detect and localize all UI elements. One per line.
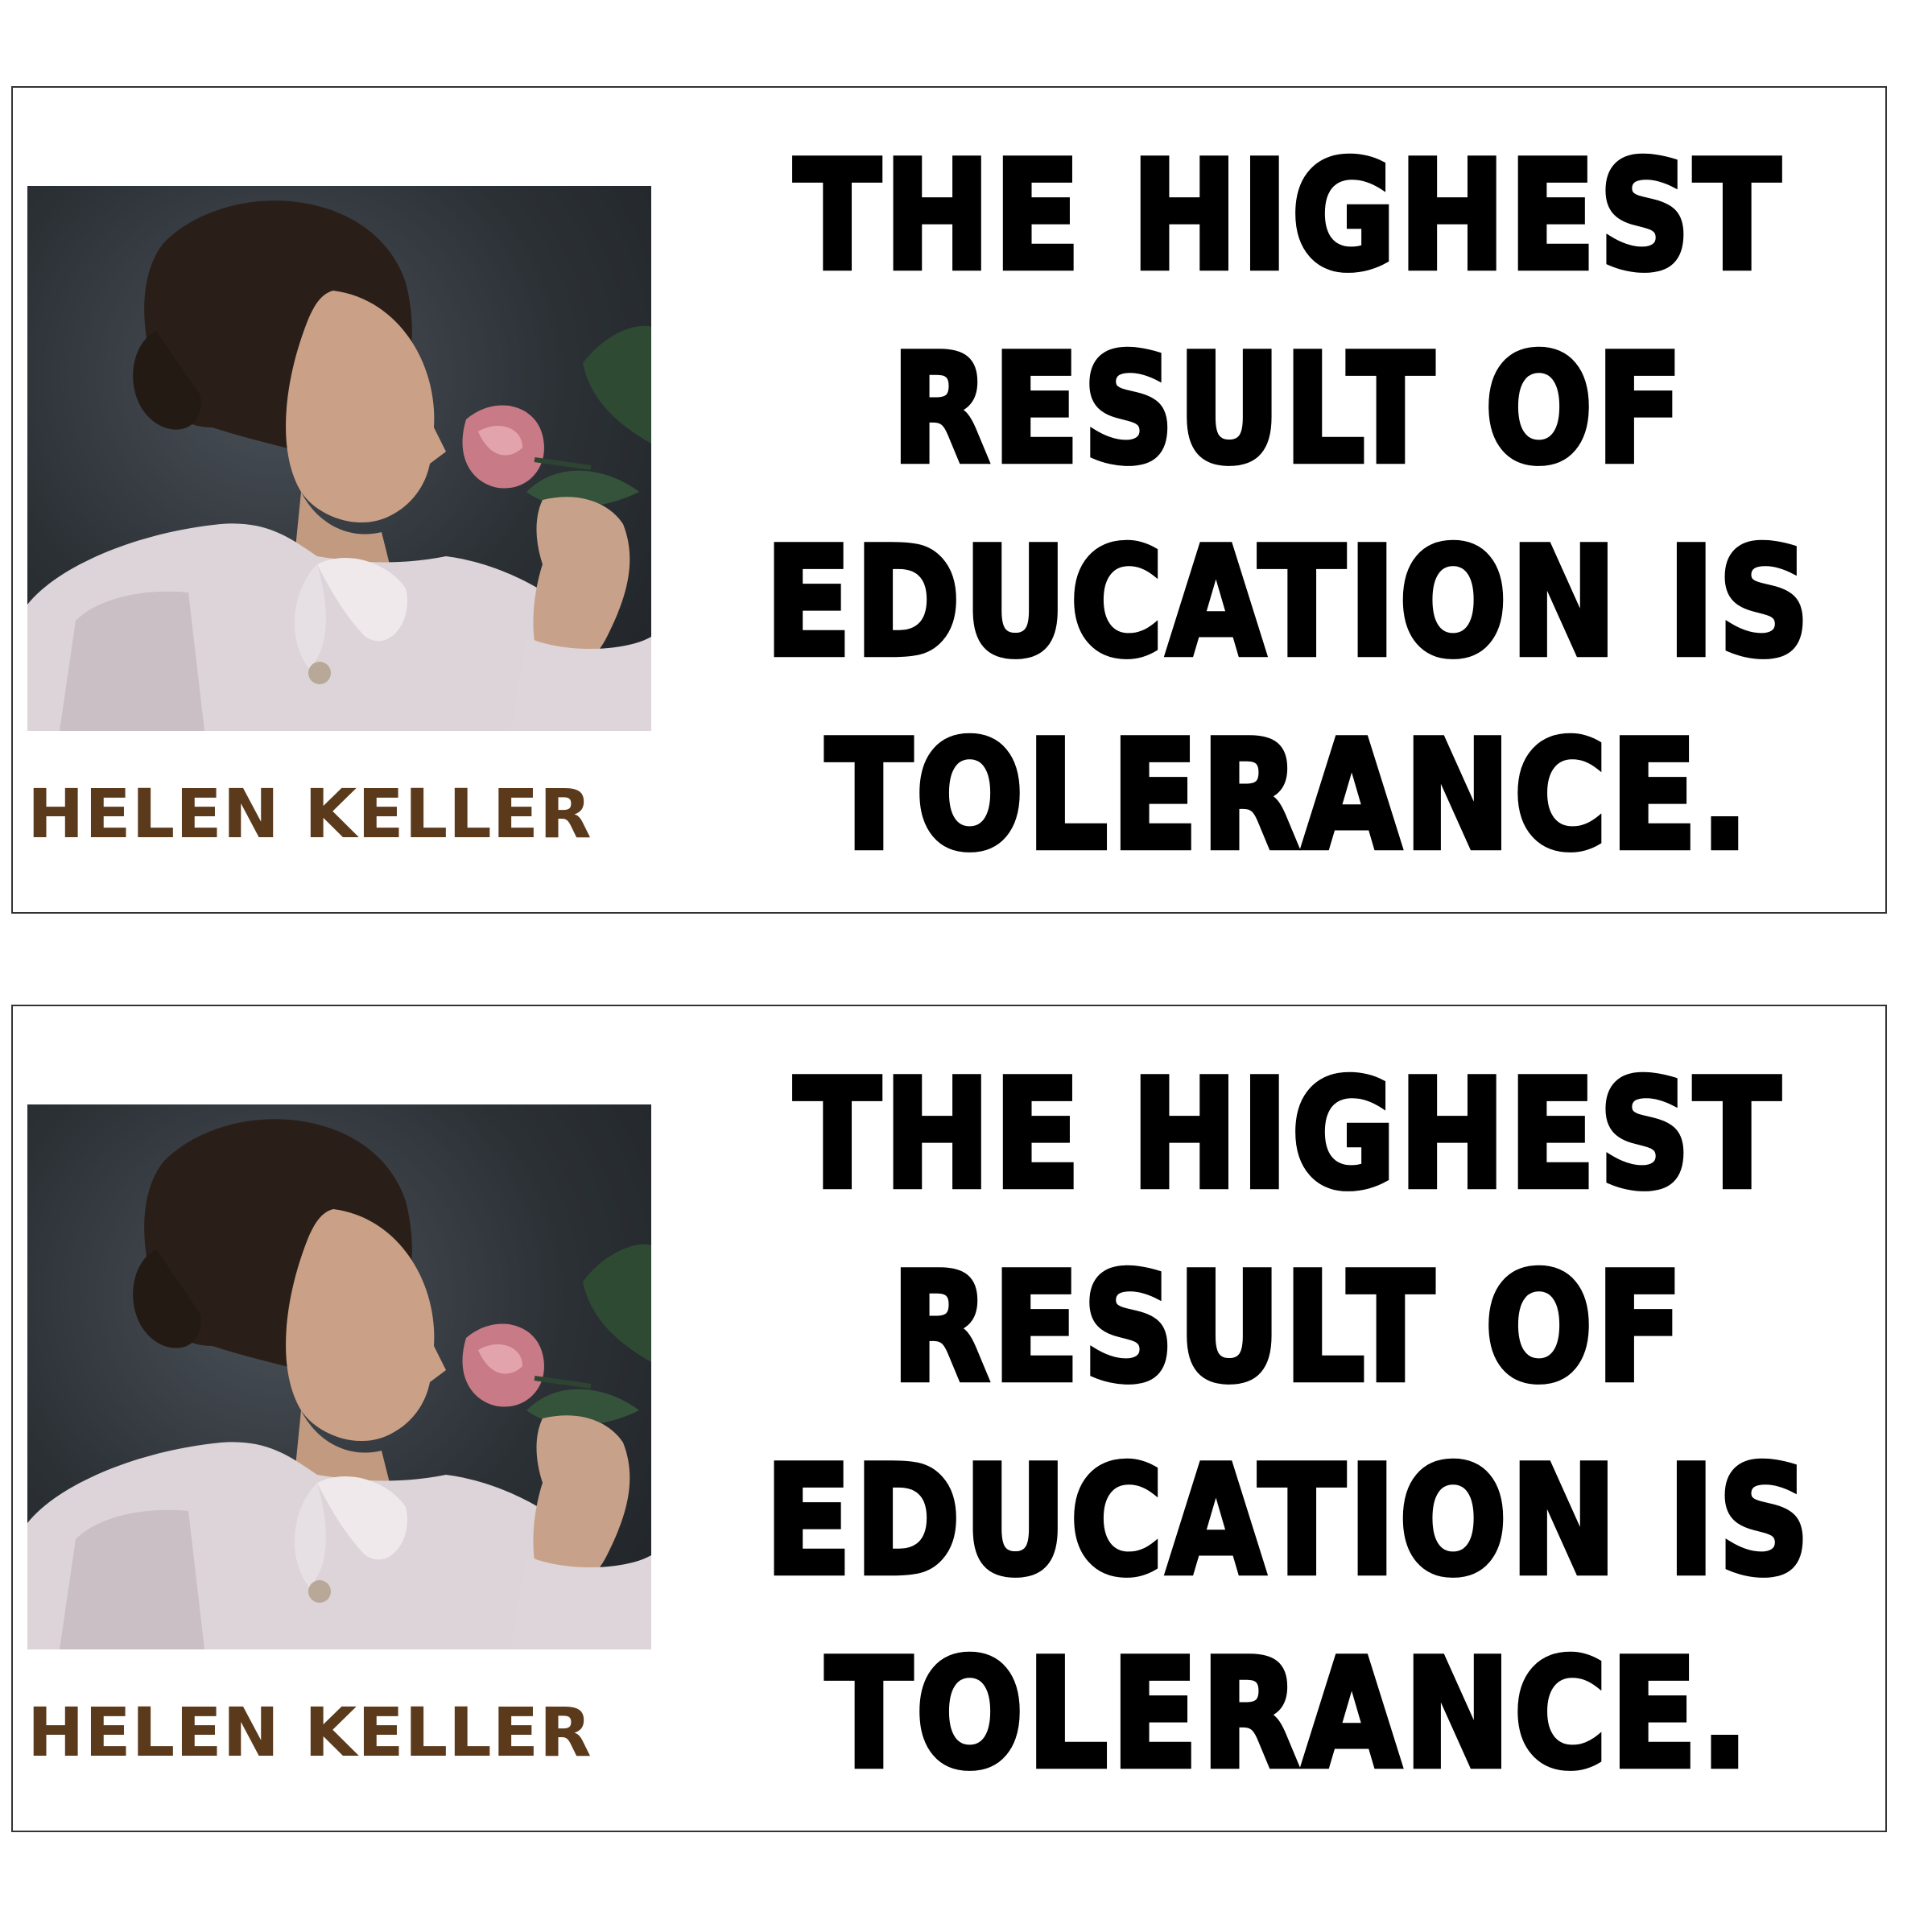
rose-petal-shape [478, 1344, 522, 1374]
rose-stem-shape [534, 457, 592, 470]
quote-text: THE HIGHEST RESULT OF EDUCATION IS TOLER… [697, 1038, 1880, 1811]
blouse-shade-shape [60, 1509, 204, 1649]
sleeve-shape [510, 637, 651, 731]
quote-line: RESULT OF [889, 320, 1686, 500]
portrait-photo [27, 1104, 651, 1649]
button-shape [308, 1580, 331, 1603]
bow-shape [317, 557, 407, 642]
portrait-illustration [27, 200, 651, 731]
leaf-shape [583, 325, 651, 444]
quote-line: TOLERANCE. [824, 1624, 1752, 1805]
blouse-shade-shape [60, 591, 204, 731]
bow-shape [317, 1476, 407, 1560]
hand-shape [533, 1415, 630, 1594]
bow-tail-shape [294, 564, 326, 669]
quote-line: THE HIGHEST [791, 126, 1784, 307]
quote-line: EDUCATION IS [762, 1431, 1814, 1612]
quote-text: THE HIGHEST RESULT OF EDUCATION IS TOLER… [697, 120, 1880, 893]
face-shape [286, 1209, 446, 1442]
quote-line: EDUCATION IS [762, 513, 1814, 693]
neck-shape [293, 492, 390, 572]
rose-petal-shape [478, 425, 522, 456]
hand-shape [533, 497, 630, 675]
portrait-photo [27, 186, 651, 731]
hair-bun-shape [133, 1249, 201, 1348]
quote-line: THE HIGHEST [791, 1045, 1784, 1225]
rose-stem-shape [534, 1376, 592, 1389]
button-shape [308, 662, 331, 684]
neck-shape [293, 1410, 390, 1491]
quote-line: RESULT OF [889, 1238, 1686, 1418]
author-name: HELEN KELLER [27, 774, 592, 853]
portrait-illustration [27, 1119, 651, 1649]
hair-bun-shape [133, 331, 201, 430]
quote-line: TOLERANCE. [824, 706, 1752, 886]
face-shape [286, 291, 446, 523]
quote-sticker-2: HELEN KELLER THE HIGHEST RESULT OF EDUCA… [11, 1005, 1887, 1832]
quote-sticker-1: HELEN KELLER THE HIGHEST RESULT OF EDUCA… [11, 86, 1887, 914]
leaf-shape [583, 1244, 651, 1362]
author-name: HELEN KELLER [27, 1693, 592, 1772]
sleeve-shape [510, 1555, 651, 1649]
bow-tail-shape [294, 1483, 326, 1587]
